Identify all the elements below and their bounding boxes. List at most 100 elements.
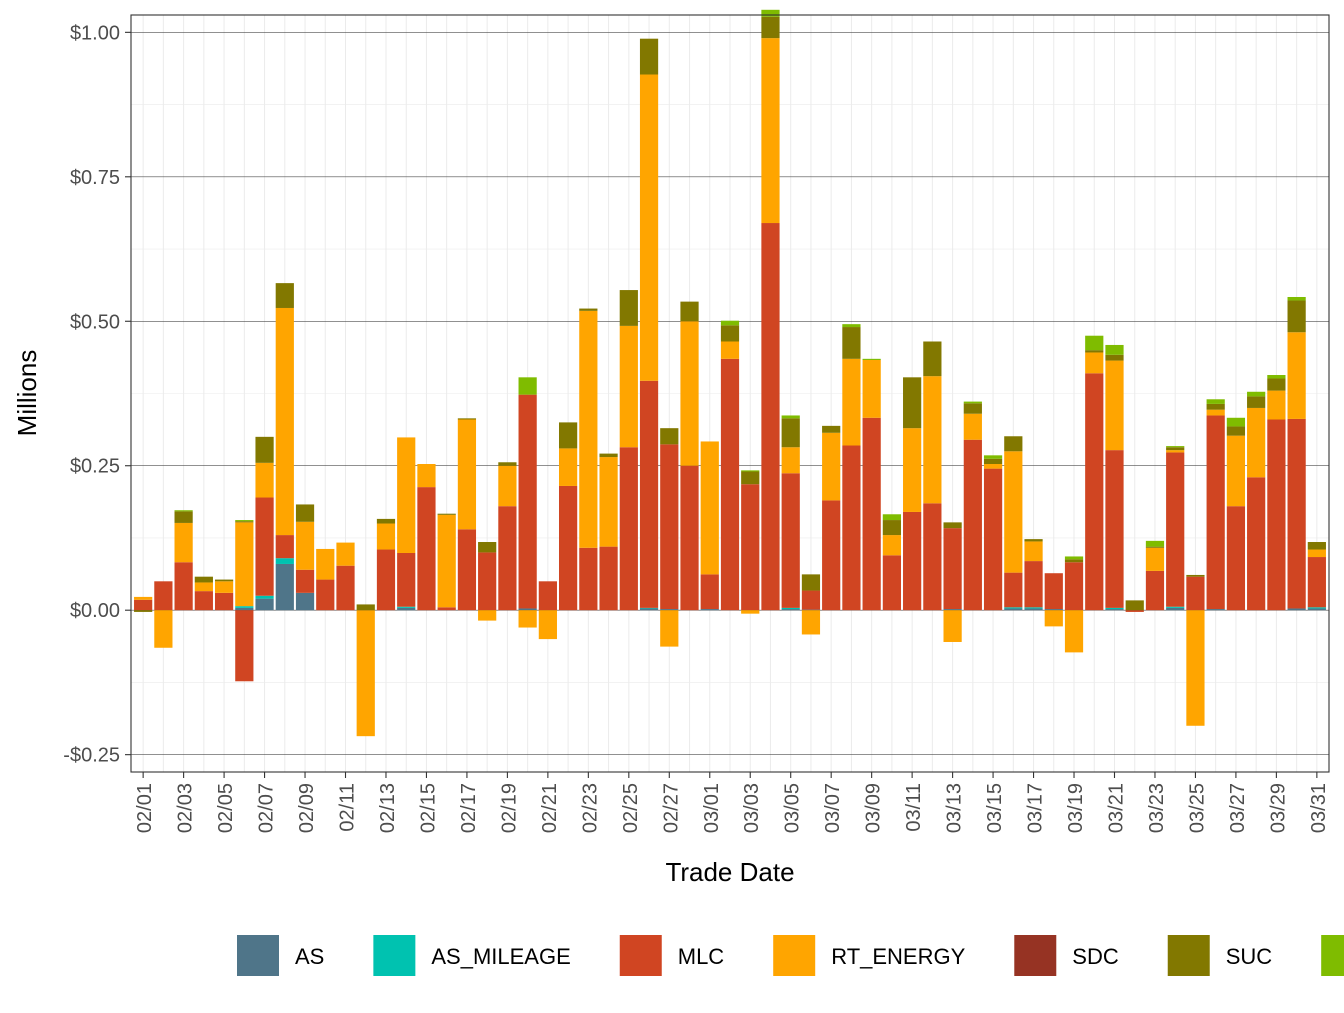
bar-mlc	[336, 565, 355, 611]
bar-rt-energy	[1105, 360, 1124, 451]
bar-tc	[761, 9, 780, 17]
bar-mlc	[741, 484, 760, 611]
bar-tc	[1145, 540, 1165, 547]
bar-mlc	[417, 487, 436, 611]
x-axis: 02/01 02/03 02/05 02/07 02/09 02/11 02/13 02/15…	[134, 772, 1330, 833]
bar-mlc	[619, 447, 638, 611]
bar-as-mileage	[255, 595, 274, 599]
bar-suc	[194, 576, 213, 583]
bar-tc	[1287, 296, 1306, 301]
bar-tc	[1226, 417, 1246, 427]
x-tick-label: 03/17	[1025, 783, 1047, 833]
bar-mlc	[903, 511, 922, 611]
bar-suc	[214, 579, 234, 582]
bar-mlc	[599, 546, 618, 611]
bar-as	[1004, 608, 1023, 611]
bar-as-mileage	[1024, 607, 1043, 609]
bar-suc	[639, 38, 659, 75]
bar-mlc	[154, 581, 173, 611]
bar-as-mileage	[275, 558, 294, 564]
bar-tc	[882, 514, 901, 521]
bar-as-mileage	[397, 606, 416, 608]
bar-suc	[741, 471, 760, 485]
bar-rt-energy	[538, 610, 557, 640]
bar-suc	[295, 504, 315, 522]
bar-mlc	[376, 549, 396, 611]
x-tick-label: 02/21	[539, 783, 561, 833]
bar-rt-energy	[720, 341, 740, 359]
bar-rt-energy	[963, 413, 982, 440]
bar-suc	[619, 290, 638, 326]
bar-suc	[943, 522, 962, 529]
bar-mlc	[923, 503, 942, 611]
bar-rt-energy	[336, 542, 355, 566]
legend-label-as-mileage: AS_MILEAGE	[431, 944, 570, 969]
bar-tc	[1085, 335, 1104, 351]
bar-rt-energy	[1287, 332, 1306, 419]
bar-rt-energy	[478, 610, 497, 621]
bar-suc	[680, 301, 699, 322]
bar-mlc	[174, 562, 193, 611]
bar-rt-energy	[923, 376, 942, 504]
bar-rt-energy	[741, 610, 760, 614]
bar-as-mileage	[781, 607, 800, 610]
bar-suc	[903, 377, 922, 429]
bar-rt-energy	[376, 523, 396, 550]
x-tick-label: 03/11	[903, 783, 925, 832]
bar-mlc	[478, 552, 497, 611]
y-tick-label: $0.75	[70, 167, 120, 189]
bar-rt-energy	[1044, 610, 1063, 627]
bar-suc	[1287, 300, 1306, 333]
bar-mlc	[882, 555, 901, 611]
bar-rt-energy	[842, 358, 861, 446]
bar-mlc	[1145, 570, 1165, 611]
bar-suc	[457, 418, 477, 420]
bar-tc	[235, 520, 254, 522]
bar-as	[1044, 609, 1063, 611]
bar-mlc	[214, 592, 234, 611]
bar-mlc	[1186, 576, 1205, 611]
x-tick-label: 02/17	[458, 783, 480, 833]
bar-suc	[498, 462, 517, 466]
x-axis-title: Trade Date	[665, 857, 794, 887]
bar-mlc	[1004, 572, 1023, 608]
bar-suc	[801, 574, 821, 591]
bar-rt-energy	[801, 610, 821, 635]
bar-rt-energy	[295, 521, 315, 570]
bar-as	[1206, 609, 1225, 611]
bar-rt-energy	[1267, 390, 1286, 420]
bar-mlc	[1247, 477, 1266, 611]
bar-rt-energy	[214, 581, 234, 593]
bar-rt-energy	[579, 310, 598, 548]
legend-label-suc: SUC	[1226, 944, 1273, 969]
bar-mlc	[822, 500, 841, 611]
bar-mlc	[943, 528, 962, 610]
bar-tc	[862, 358, 881, 360]
bar-tc	[1206, 399, 1225, 404]
bar-mlc	[559, 485, 578, 611]
bar-mlc	[498, 506, 517, 611]
bar-tc	[963, 401, 982, 404]
x-tick-label: 02/09	[296, 783, 318, 833]
x-tick-label: 02/19	[498, 783, 520, 833]
bar-suc	[761, 16, 780, 39]
bar-rt-energy	[417, 463, 436, 488]
bar-rt-energy	[134, 596, 153, 600]
bar-rt-energy	[1206, 409, 1225, 416]
bar-mlc	[720, 358, 740, 611]
bar-tc	[842, 324, 861, 328]
bar-suc	[599, 453, 618, 458]
bar-rt-energy	[1085, 352, 1104, 374]
bar-as-mileage	[639, 607, 659, 609]
x-tick-label: 02/03	[175, 783, 197, 833]
legend-key-as-mileage	[373, 935, 416, 976]
bar-suc	[923, 341, 942, 377]
x-tick-label: 02/27	[660, 783, 682, 833]
bar-mlc	[781, 473, 800, 608]
y-tick-label: $1.00	[70, 22, 120, 44]
bar-suc	[660, 428, 679, 445]
y-axis-title: Millions	[12, 350, 42, 437]
bar-suc	[1105, 354, 1124, 361]
bar-as	[275, 563, 294, 611]
bar-suc	[963, 403, 982, 414]
